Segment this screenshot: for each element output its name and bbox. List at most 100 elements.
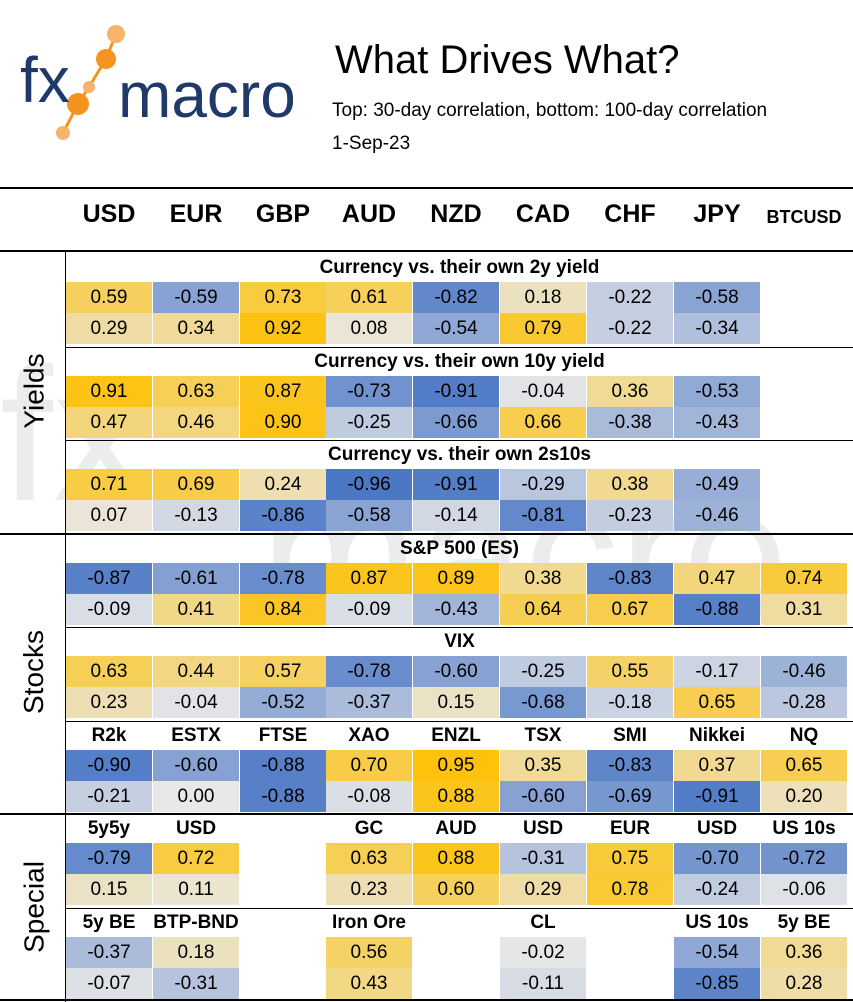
block-subheader: GC [354,818,384,839]
correlation-cell: 0.88 [413,843,499,874]
correlation-cell: -0.02 [500,937,586,968]
correlation-cell: -0.73 [326,376,412,407]
correlation-cell: 0.87 [326,563,412,594]
fxmacro-logo: fx macro [20,25,293,140]
correlation-cell: 0.74 [761,563,847,594]
column-header-gbp: GBP [255,200,311,228]
block-subheader: XAO [348,725,390,746]
correlation-cell: -0.38 [587,407,673,438]
correlation-cell: 0.18 [153,937,239,968]
correlation-cell: 0.20 [761,781,847,812]
block-subheader: AUD [435,818,477,839]
correlation-cell: -0.60 [413,656,499,687]
correlation-cell: -0.78 [240,563,326,594]
correlation-cell: -0.25 [326,407,412,438]
column-header-eur: EUR [169,200,223,228]
correlation-cell: -0.14 [413,500,499,531]
correlation-cell: -0.88 [240,781,326,812]
block-divider [66,721,853,722]
column-header-jpy: JPY [693,200,741,228]
correlation-cell: -0.54 [674,937,760,968]
block-divider [66,627,853,628]
correlation-cell: -0.04 [500,376,586,407]
correlation-cell: -0.31 [153,968,239,999]
correlation-cell: 0.18 [500,282,586,313]
block-subheader: USD [175,818,217,839]
column-header-cad: CAD [515,200,571,228]
block-title: Currency vs. their own 2y yield [319,257,600,278]
block-subheader: FTSE [258,725,308,746]
section-divider [0,533,853,535]
correlation-cell [587,937,673,968]
block-subheader: 5y5y [87,818,131,839]
block-subheader: R2k [91,725,127,746]
block-subheader: EUR [609,818,651,839]
correlation-cell: -0.81 [500,500,586,531]
correlation-cell: -0.86 [240,500,326,531]
correlation-cell: -0.49 [674,469,760,500]
block-subheader: CL [530,912,556,933]
correlation-cell: 0.55 [587,656,673,687]
correlation-cell: 0.41 [153,594,239,625]
correlation-cell: 0.78 [587,874,673,905]
correlation-cell: 0.56 [326,937,412,968]
page-title: What Drives What? [335,38,680,82]
correlation-cell: 0.75 [587,843,673,874]
section-label-stocks: Stocks [18,629,49,715]
correlation-cell: 0.70 [326,750,412,781]
correlation-cell: 0.35 [500,750,586,781]
correlation-cell [761,282,847,313]
correlation-cell: -0.91 [674,781,760,812]
block-subheader: USD [696,818,738,839]
correlation-cell: 0.43 [326,968,412,999]
correlation-cell [761,469,847,500]
correlation-cell: -0.61 [153,563,239,594]
correlation-cell: 0.89 [413,563,499,594]
block-divider [66,440,853,441]
column-header-usd: USD [82,200,136,228]
correlation-cell: 0.23 [326,874,412,905]
correlation-cell: -0.21 [66,781,152,812]
correlation-cell: -0.46 [674,500,760,531]
correlation-cell: -0.83 [587,750,673,781]
correlation-cell: -0.18 [587,687,673,718]
correlation-cell: -0.13 [153,500,239,531]
section-divider [0,250,853,252]
column-header-nzd: NZD [430,200,482,228]
correlation-cell: -0.91 [413,376,499,407]
correlation-cell: 0.24 [240,469,326,500]
correlation-cell: 0.31 [761,594,847,625]
correlation-cell: 0.15 [66,874,152,905]
correlation-cell: 0.69 [153,469,239,500]
correlation-cell: 0.00 [153,781,239,812]
correlation-cell: -0.60 [153,750,239,781]
correlation-cell: -0.17 [674,656,760,687]
correlation-cell: -0.58 [674,282,760,313]
section-label-special: Special [18,860,49,953]
section-label-yields: Yields [18,352,49,429]
correlation-cell: 0.61 [326,282,412,313]
correlation-cell: -0.09 [66,594,152,625]
correlation-cell: -0.09 [326,594,412,625]
block-subheader: NQ [789,725,819,746]
correlation-cell: 0.38 [587,469,673,500]
correlation-cell: 0.73 [240,282,326,313]
page-date: 1-Sep-23 [332,133,411,154]
correlation-cell: -0.96 [326,469,412,500]
header-rule [0,187,853,189]
correlation-cell: 0.84 [240,594,326,625]
correlation-cell: 0.63 [326,843,412,874]
block-subheader: Nikkei [689,725,745,746]
block-subheader: TSX [524,725,562,746]
correlation-cell: -0.25 [500,656,586,687]
correlation-cell [587,968,673,999]
correlation-cell: 0.95 [413,750,499,781]
correlation-cell [761,313,847,344]
correlation-cell: -0.58 [326,500,412,531]
correlation-cell [761,500,847,531]
correlation-cell: -0.70 [674,843,760,874]
correlation-cell: -0.46 [761,656,847,687]
block-divider [66,347,853,348]
correlation-cell: 0.46 [153,407,239,438]
correlation-cell: -0.52 [240,687,326,718]
